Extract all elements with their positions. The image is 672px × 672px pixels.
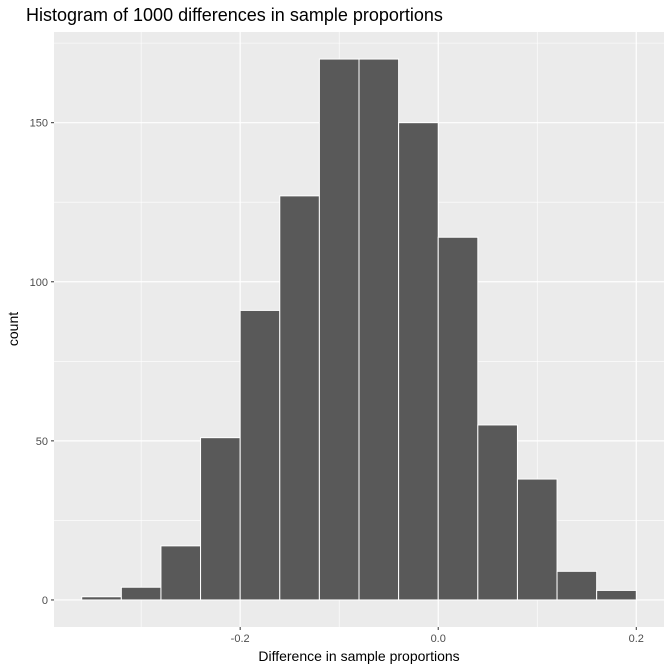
histogram-bar: [200, 437, 241, 601]
histogram-bar: [358, 58, 400, 601]
histogram-bar: [81, 596, 122, 601]
histogram-bar: [318, 58, 360, 601]
y-axis: 0 50 100 150: [30, 118, 54, 607]
histogram-bar: [516, 478, 558, 601]
y-axis-title: count: [5, 312, 21, 346]
y-tick-label: 0: [42, 595, 48, 607]
x-tick-label: 0.0: [431, 633, 446, 645]
histogram-bar: [239, 309, 281, 601]
histogram-bar: [596, 589, 637, 601]
chart-title: Histogram of 1000 differences in sample …: [26, 5, 443, 25]
x-tick-label: -0.2: [231, 633, 250, 645]
histogram-bar: [556, 570, 598, 601]
histogram-bars: [81, 58, 637, 601]
y-tick-label: 100: [30, 277, 48, 289]
x-axis: -0.2 0.0 0.2: [231, 627, 644, 645]
histogram-bar: [120, 586, 162, 601]
histogram-bar: [160, 545, 202, 601]
histogram-bar: [398, 122, 439, 601]
y-tick-label: 150: [30, 118, 48, 130]
y-tick-label: 50: [36, 436, 48, 448]
histogram-bar: [477, 424, 518, 601]
x-tick-label: 0.2: [629, 633, 644, 645]
x-axis-title: Difference in sample proportions: [258, 648, 459, 664]
histogram-bar: [279, 195, 320, 601]
histogram-bar: [437, 236, 479, 601]
